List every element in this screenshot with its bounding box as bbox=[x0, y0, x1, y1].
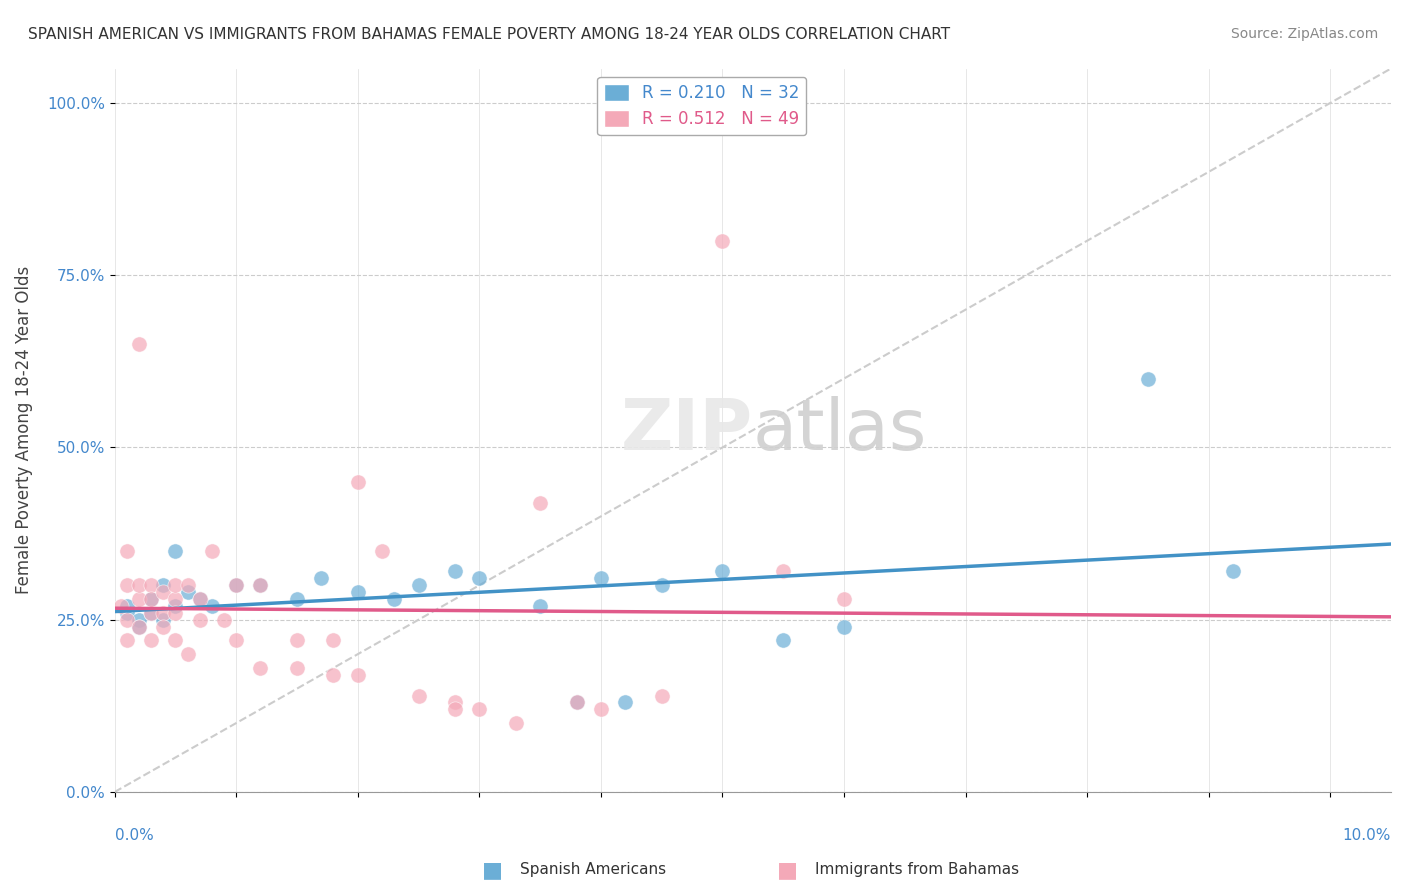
Point bbox=[651, 689, 673, 703]
Point bbox=[832, 619, 855, 633]
Point bbox=[505, 716, 527, 731]
Point bbox=[346, 668, 368, 682]
Point bbox=[139, 606, 162, 620]
Point bbox=[444, 695, 467, 709]
Point bbox=[225, 633, 247, 648]
Text: ■: ■ bbox=[778, 860, 797, 880]
Point bbox=[201, 544, 224, 558]
Point bbox=[529, 599, 551, 613]
Point bbox=[212, 613, 235, 627]
Text: Source: ZipAtlas.com: Source: ZipAtlas.com bbox=[1230, 27, 1378, 41]
Point bbox=[110, 599, 132, 613]
Point bbox=[711, 234, 734, 248]
Point bbox=[152, 578, 174, 592]
Point bbox=[285, 592, 308, 607]
Point bbox=[711, 565, 734, 579]
Point bbox=[1136, 371, 1159, 385]
Point bbox=[468, 702, 491, 716]
Point bbox=[772, 633, 794, 648]
Text: Immigrants from Bahamas: Immigrants from Bahamas bbox=[815, 863, 1019, 877]
Point bbox=[1222, 565, 1244, 579]
Point bbox=[225, 578, 247, 592]
Text: ZIP: ZIP bbox=[620, 396, 752, 465]
Point bbox=[128, 592, 150, 607]
Point bbox=[165, 578, 187, 592]
Point bbox=[176, 647, 198, 661]
Point bbox=[444, 565, 467, 579]
Point bbox=[468, 571, 491, 585]
Point bbox=[832, 592, 855, 607]
Point bbox=[139, 606, 162, 620]
Point bbox=[285, 661, 308, 675]
Point bbox=[589, 571, 612, 585]
Text: atlas: atlas bbox=[752, 396, 927, 465]
Point bbox=[408, 578, 430, 592]
Point bbox=[128, 578, 150, 592]
Point bbox=[188, 613, 211, 627]
Point bbox=[115, 613, 138, 627]
Point bbox=[115, 578, 138, 592]
Text: ■: ■ bbox=[482, 860, 502, 880]
Point bbox=[128, 619, 150, 633]
Point bbox=[614, 695, 637, 709]
Point bbox=[152, 619, 174, 633]
Point bbox=[115, 599, 138, 613]
Point bbox=[152, 606, 174, 620]
Point bbox=[285, 633, 308, 648]
Point bbox=[152, 585, 174, 599]
Point bbox=[249, 578, 271, 592]
Point bbox=[225, 578, 247, 592]
Text: SPANISH AMERICAN VS IMMIGRANTS FROM BAHAMAS FEMALE POVERTY AMONG 18-24 YEAR OLDS: SPANISH AMERICAN VS IMMIGRANTS FROM BAHA… bbox=[28, 27, 950, 42]
Point bbox=[322, 668, 344, 682]
Text: 10.0%: 10.0% bbox=[1343, 828, 1391, 843]
Point bbox=[115, 544, 138, 558]
Point bbox=[188, 592, 211, 607]
Text: Spanish Americans: Spanish Americans bbox=[520, 863, 666, 877]
Point bbox=[139, 592, 162, 607]
Point bbox=[346, 475, 368, 489]
Point bbox=[115, 606, 138, 620]
Point bbox=[165, 544, 187, 558]
Point bbox=[346, 585, 368, 599]
Point bbox=[152, 613, 174, 627]
Point bbox=[115, 633, 138, 648]
Point bbox=[128, 619, 150, 633]
Point bbox=[128, 613, 150, 627]
Point bbox=[165, 633, 187, 648]
Y-axis label: Female Poverty Among 18-24 Year Olds: Female Poverty Among 18-24 Year Olds bbox=[15, 266, 32, 594]
Point bbox=[139, 592, 162, 607]
Point bbox=[565, 695, 588, 709]
Point bbox=[249, 578, 271, 592]
Point bbox=[565, 695, 588, 709]
Point bbox=[651, 578, 673, 592]
Legend: R = 0.210   N = 32, R = 0.512   N = 49: R = 0.210 N = 32, R = 0.512 N = 49 bbox=[598, 77, 806, 135]
Point bbox=[139, 578, 162, 592]
Point bbox=[176, 578, 198, 592]
Point bbox=[408, 689, 430, 703]
Point bbox=[529, 495, 551, 509]
Point bbox=[589, 702, 612, 716]
Point bbox=[309, 571, 332, 585]
Point bbox=[165, 599, 187, 613]
Point bbox=[201, 599, 224, 613]
Point bbox=[772, 565, 794, 579]
Point bbox=[249, 661, 271, 675]
Point bbox=[165, 606, 187, 620]
Point bbox=[165, 592, 187, 607]
Point bbox=[444, 702, 467, 716]
Point bbox=[139, 633, 162, 648]
Point bbox=[188, 592, 211, 607]
Point bbox=[176, 585, 198, 599]
Point bbox=[382, 592, 405, 607]
Point bbox=[128, 337, 150, 351]
Point bbox=[371, 544, 394, 558]
Text: 0.0%: 0.0% bbox=[115, 828, 153, 843]
Point bbox=[322, 633, 344, 648]
